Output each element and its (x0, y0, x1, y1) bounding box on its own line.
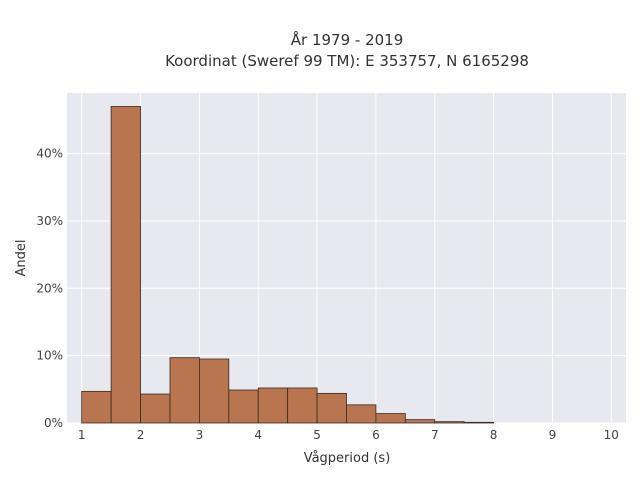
histogram-bar (287, 387, 318, 424)
histogram-bar (257, 387, 289, 424)
histogram-bar (404, 419, 436, 424)
x-tick-label: 10 (604, 428, 619, 442)
histogram-bar (198, 358, 230, 424)
histogram-bar (316, 392, 347, 424)
plot-area (67, 93, 626, 423)
histogram-bar (140, 393, 171, 424)
y-tick-label: 40% (36, 147, 63, 161)
x-tick-label: 6 (372, 428, 380, 442)
y-tick-label: 20% (36, 281, 63, 295)
gridlines (67, 93, 626, 424)
histogram-bar (463, 421, 495, 424)
x-axis-ticks: 1 2 3 4 5 6 7 8 9 10 (78, 428, 619, 442)
x-tick-label: 3 (196, 428, 204, 442)
x-tick-label: 8 (490, 428, 498, 442)
x-axis-label: Vågperiod (s) (304, 451, 391, 466)
histogram-bar (228, 389, 259, 424)
histogram-bar (434, 421, 465, 424)
y-axis-ticks: 0% 10% 20% 30% 40% (36, 147, 63, 430)
histogram-bar (110, 106, 141, 424)
x-tick-label: 9 (549, 428, 557, 442)
y-axis-label: Andel (14, 240, 29, 277)
x-tick-label: 2 (137, 428, 145, 442)
x-tick-label: 7 (431, 428, 439, 442)
x-tick-label: 1 (78, 428, 86, 442)
x-tick-label: 5 (313, 428, 321, 442)
histogram-bar (81, 390, 112, 424)
x-tick-label: 4 (254, 428, 262, 442)
bars-group (81, 106, 495, 424)
y-tick-label: 10% (36, 349, 63, 363)
chart-title-line-2: Koordinat (Sweref 99 TM): E 353757, N 61… (165, 52, 529, 70)
histogram-bar (375, 413, 406, 424)
histogram-bar (169, 357, 200, 424)
histogram-bar (346, 404, 377, 424)
y-tick-label: 30% (36, 214, 63, 228)
chart-title-line-1: År 1979 - 2019 (291, 30, 404, 49)
y-tick-label: 0% (44, 416, 63, 430)
